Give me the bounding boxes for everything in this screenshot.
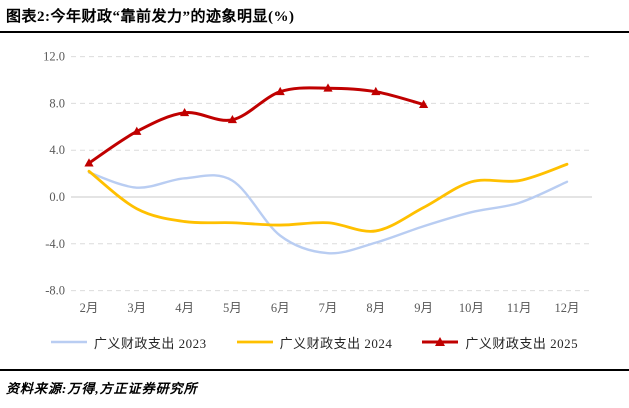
x-tick-label: 5月: [223, 301, 242, 315]
fiscal-expenditure-line-chart: 12.0 8.0 4.0 0.0 -4.0 -8.0 2月 3月 4月 5月 6月 7月 8月 9月 10…: [43, 50, 592, 315]
chart-title-block: 图表2:今年财政“靠前发力”的迹象明显(%): [0, 0, 629, 33]
x-tick-label: 3月: [127, 301, 146, 315]
y-tick-label: -4.0: [45, 237, 65, 251]
chart-title: 图表2:今年财政“靠前发力”的迹象明显(%): [6, 9, 295, 25]
triangle-marker: [227, 114, 237, 124]
legend-swatch-line: [50, 336, 87, 348]
chart-legend: 广义财政支出 2023 广义财政支出 2024 广义财政支出 2025: [0, 332, 629, 352]
footer-block: 资料来源:万得,方正证券研究所: [0, 369, 629, 398]
series-line-广义财政支出-2023: [87, 171, 569, 255]
legend-item: 广义财政支出 2025: [422, 333, 578, 352]
triangle-marker: [275, 86, 285, 96]
x-tick-label: 9月: [414, 301, 433, 315]
series-lines: [84, 83, 569, 255]
legend-swatch-line-triangle: [422, 336, 459, 348]
gridlines: [71, 56, 592, 292]
y-axis-tick-labels: 12.0 8.0 4.0 0.0 -4.0 -8.0: [43, 50, 65, 298]
x-tick-label: 12月: [554, 301, 579, 315]
chart-area: 12.0 8.0 4.0 0.0 -4.0 -8.0 2月 3月 4月 5月 6月 7月 8月 9月 10…: [0, 33, 629, 329]
y-tick-label: 4.0: [49, 143, 65, 157]
triangle-marker: [84, 158, 94, 167]
x-tick-label: 8月: [366, 301, 385, 315]
x-tick-label: 11月: [507, 301, 532, 315]
triangle-marker: [323, 83, 333, 92]
legend-label: 广义财政支出 2025: [465, 335, 579, 351]
triangle-marker: [180, 107, 190, 117]
legend-label: 广义财政支出 2023: [93, 335, 207, 351]
x-tick-label: 10月: [459, 301, 484, 315]
y-tick-label: 8.0: [49, 96, 65, 110]
x-axis-tick-labels: 2月 3月 4月 5月 6月 7月 8月 9月 10月 11月 12月: [80, 301, 580, 315]
legend-label: 广义财政支出 2024: [279, 335, 393, 351]
legend-item: 广义财政支出 2024: [236, 333, 393, 352]
series-line-广义财政支出-2025: [87, 86, 426, 165]
y-tick-label: -8.0: [45, 284, 65, 298]
source-note: 资料来源:万得,方正证券研究所: [6, 381, 198, 396]
x-tick-label: 7月: [319, 301, 338, 315]
x-tick-label: 2月: [80, 301, 99, 315]
legend-triangle-marker: [435, 337, 446, 346]
triangle-marker: [419, 99, 429, 108]
y-tick-label: 12.0: [43, 50, 65, 64]
x-tick-label: 4月: [175, 301, 194, 315]
y-tick-label: 0.0: [49, 190, 65, 204]
series-line-广义财政支出-2024: [87, 162, 569, 233]
legend-item: 广义财政支出 2023: [50, 333, 207, 352]
triangle-marker: [132, 126, 142, 135]
triangle-marker: [371, 86, 381, 96]
legend-swatch-line: [236, 336, 273, 348]
x-tick-label: 6月: [271, 301, 290, 315]
